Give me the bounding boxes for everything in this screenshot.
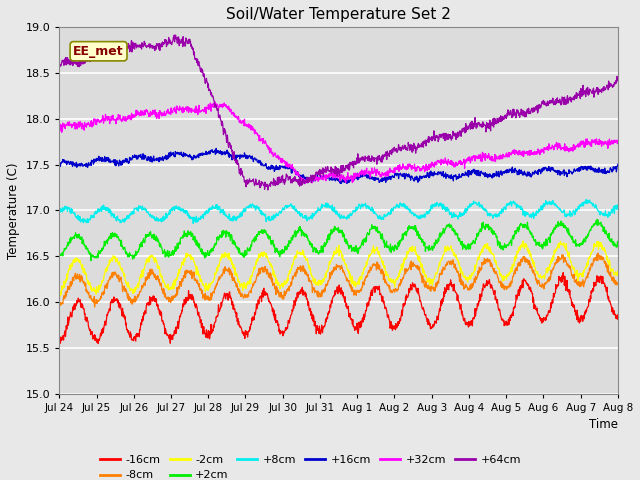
+8cm (426, 207, 433, 213)
+64cm (243, 179, 250, 184)
+16cm (180, 150, 188, 156)
-8cm (180, 275, 188, 281)
+32cm (56, 124, 63, 130)
-2cm (56, 293, 63, 299)
+32cm (499, 151, 507, 157)
-8cm (426, 284, 433, 290)
-2cm (548, 258, 556, 264)
+64cm (180, 42, 188, 48)
-8cm (166, 296, 174, 301)
-16cm (166, 340, 174, 346)
-16cm (180, 301, 188, 307)
+32cm (166, 110, 174, 116)
+32cm (548, 142, 556, 148)
+16cm (243, 153, 250, 158)
Line: +8cm: +8cm (60, 200, 618, 224)
+2cm (614, 240, 622, 246)
+8cm (243, 204, 250, 210)
-8cm (499, 284, 506, 290)
Line: -8cm: -8cm (60, 253, 618, 307)
+16cm (212, 145, 220, 151)
+8cm (548, 199, 556, 204)
+8cm (582, 197, 590, 203)
+16cm (548, 166, 556, 172)
+32cm (614, 137, 622, 143)
-16cm (548, 300, 556, 306)
+16cm (343, 180, 351, 186)
+8cm (180, 209, 188, 215)
-2cm (520, 238, 527, 244)
Line: +64cm: +64cm (60, 35, 618, 190)
+8cm (499, 208, 506, 214)
-16cm (243, 332, 250, 337)
-16cm (614, 312, 622, 317)
+16cm (426, 169, 434, 175)
-8cm (243, 292, 250, 298)
Title: Soil/Water Temperature Set 2: Soil/Water Temperature Set 2 (226, 7, 451, 22)
-2cm (499, 278, 506, 284)
+16cm (56, 160, 63, 166)
Y-axis label: Temperature (C): Temperature (C) (7, 162, 20, 259)
+32cm (180, 109, 188, 115)
+64cm (264, 187, 271, 193)
-2cm (426, 282, 433, 288)
-16cm (56, 340, 63, 346)
+2cm (499, 245, 506, 251)
+2cm (56, 252, 63, 258)
Legend: -16cm, -8cm, -2cm, +2cm, +8cm, +16cm, +32cm, +64cm: -16cm, -8cm, -2cm, +2cm, +8cm, +16cm, +3… (95, 450, 525, 480)
+2cm (594, 217, 602, 223)
+8cm (166, 211, 174, 216)
+64cm (172, 32, 179, 38)
+64cm (499, 116, 507, 121)
+8cm (614, 203, 622, 208)
-8cm (614, 281, 622, 287)
-2cm (180, 256, 188, 262)
-16cm (94, 341, 102, 347)
+32cm (211, 99, 219, 105)
-8cm (56, 301, 63, 307)
Line: +32cm: +32cm (60, 102, 618, 183)
+8cm (56, 206, 63, 212)
X-axis label: Time: Time (589, 418, 618, 431)
Line: +16cm: +16cm (60, 148, 618, 183)
-16cm (426, 322, 433, 328)
+64cm (548, 98, 556, 104)
-16cm (499, 316, 506, 322)
-8cm (548, 268, 556, 274)
-8cm (595, 250, 602, 256)
-2cm (56, 292, 63, 298)
+2cm (87, 258, 95, 264)
+2cm (180, 234, 188, 240)
-8cm (91, 304, 99, 310)
-16cm (559, 270, 567, 276)
Line: +2cm: +2cm (60, 220, 618, 261)
+8cm (189, 221, 197, 227)
-2cm (166, 284, 174, 290)
+64cm (614, 76, 622, 82)
Text: EE_met: EE_met (73, 45, 124, 58)
+2cm (548, 230, 556, 236)
Line: -16cm: -16cm (60, 273, 618, 344)
+32cm (301, 180, 309, 186)
+2cm (166, 252, 174, 258)
+64cm (166, 37, 174, 43)
-2cm (243, 280, 250, 286)
+64cm (56, 61, 63, 67)
+16cm (499, 168, 507, 174)
Line: -2cm: -2cm (60, 241, 618, 296)
+2cm (426, 245, 433, 251)
+2cm (243, 251, 250, 257)
-2cm (614, 268, 622, 274)
+16cm (166, 154, 174, 159)
+32cm (243, 121, 250, 127)
+32cm (426, 165, 434, 170)
+16cm (614, 161, 622, 167)
+64cm (426, 137, 434, 143)
